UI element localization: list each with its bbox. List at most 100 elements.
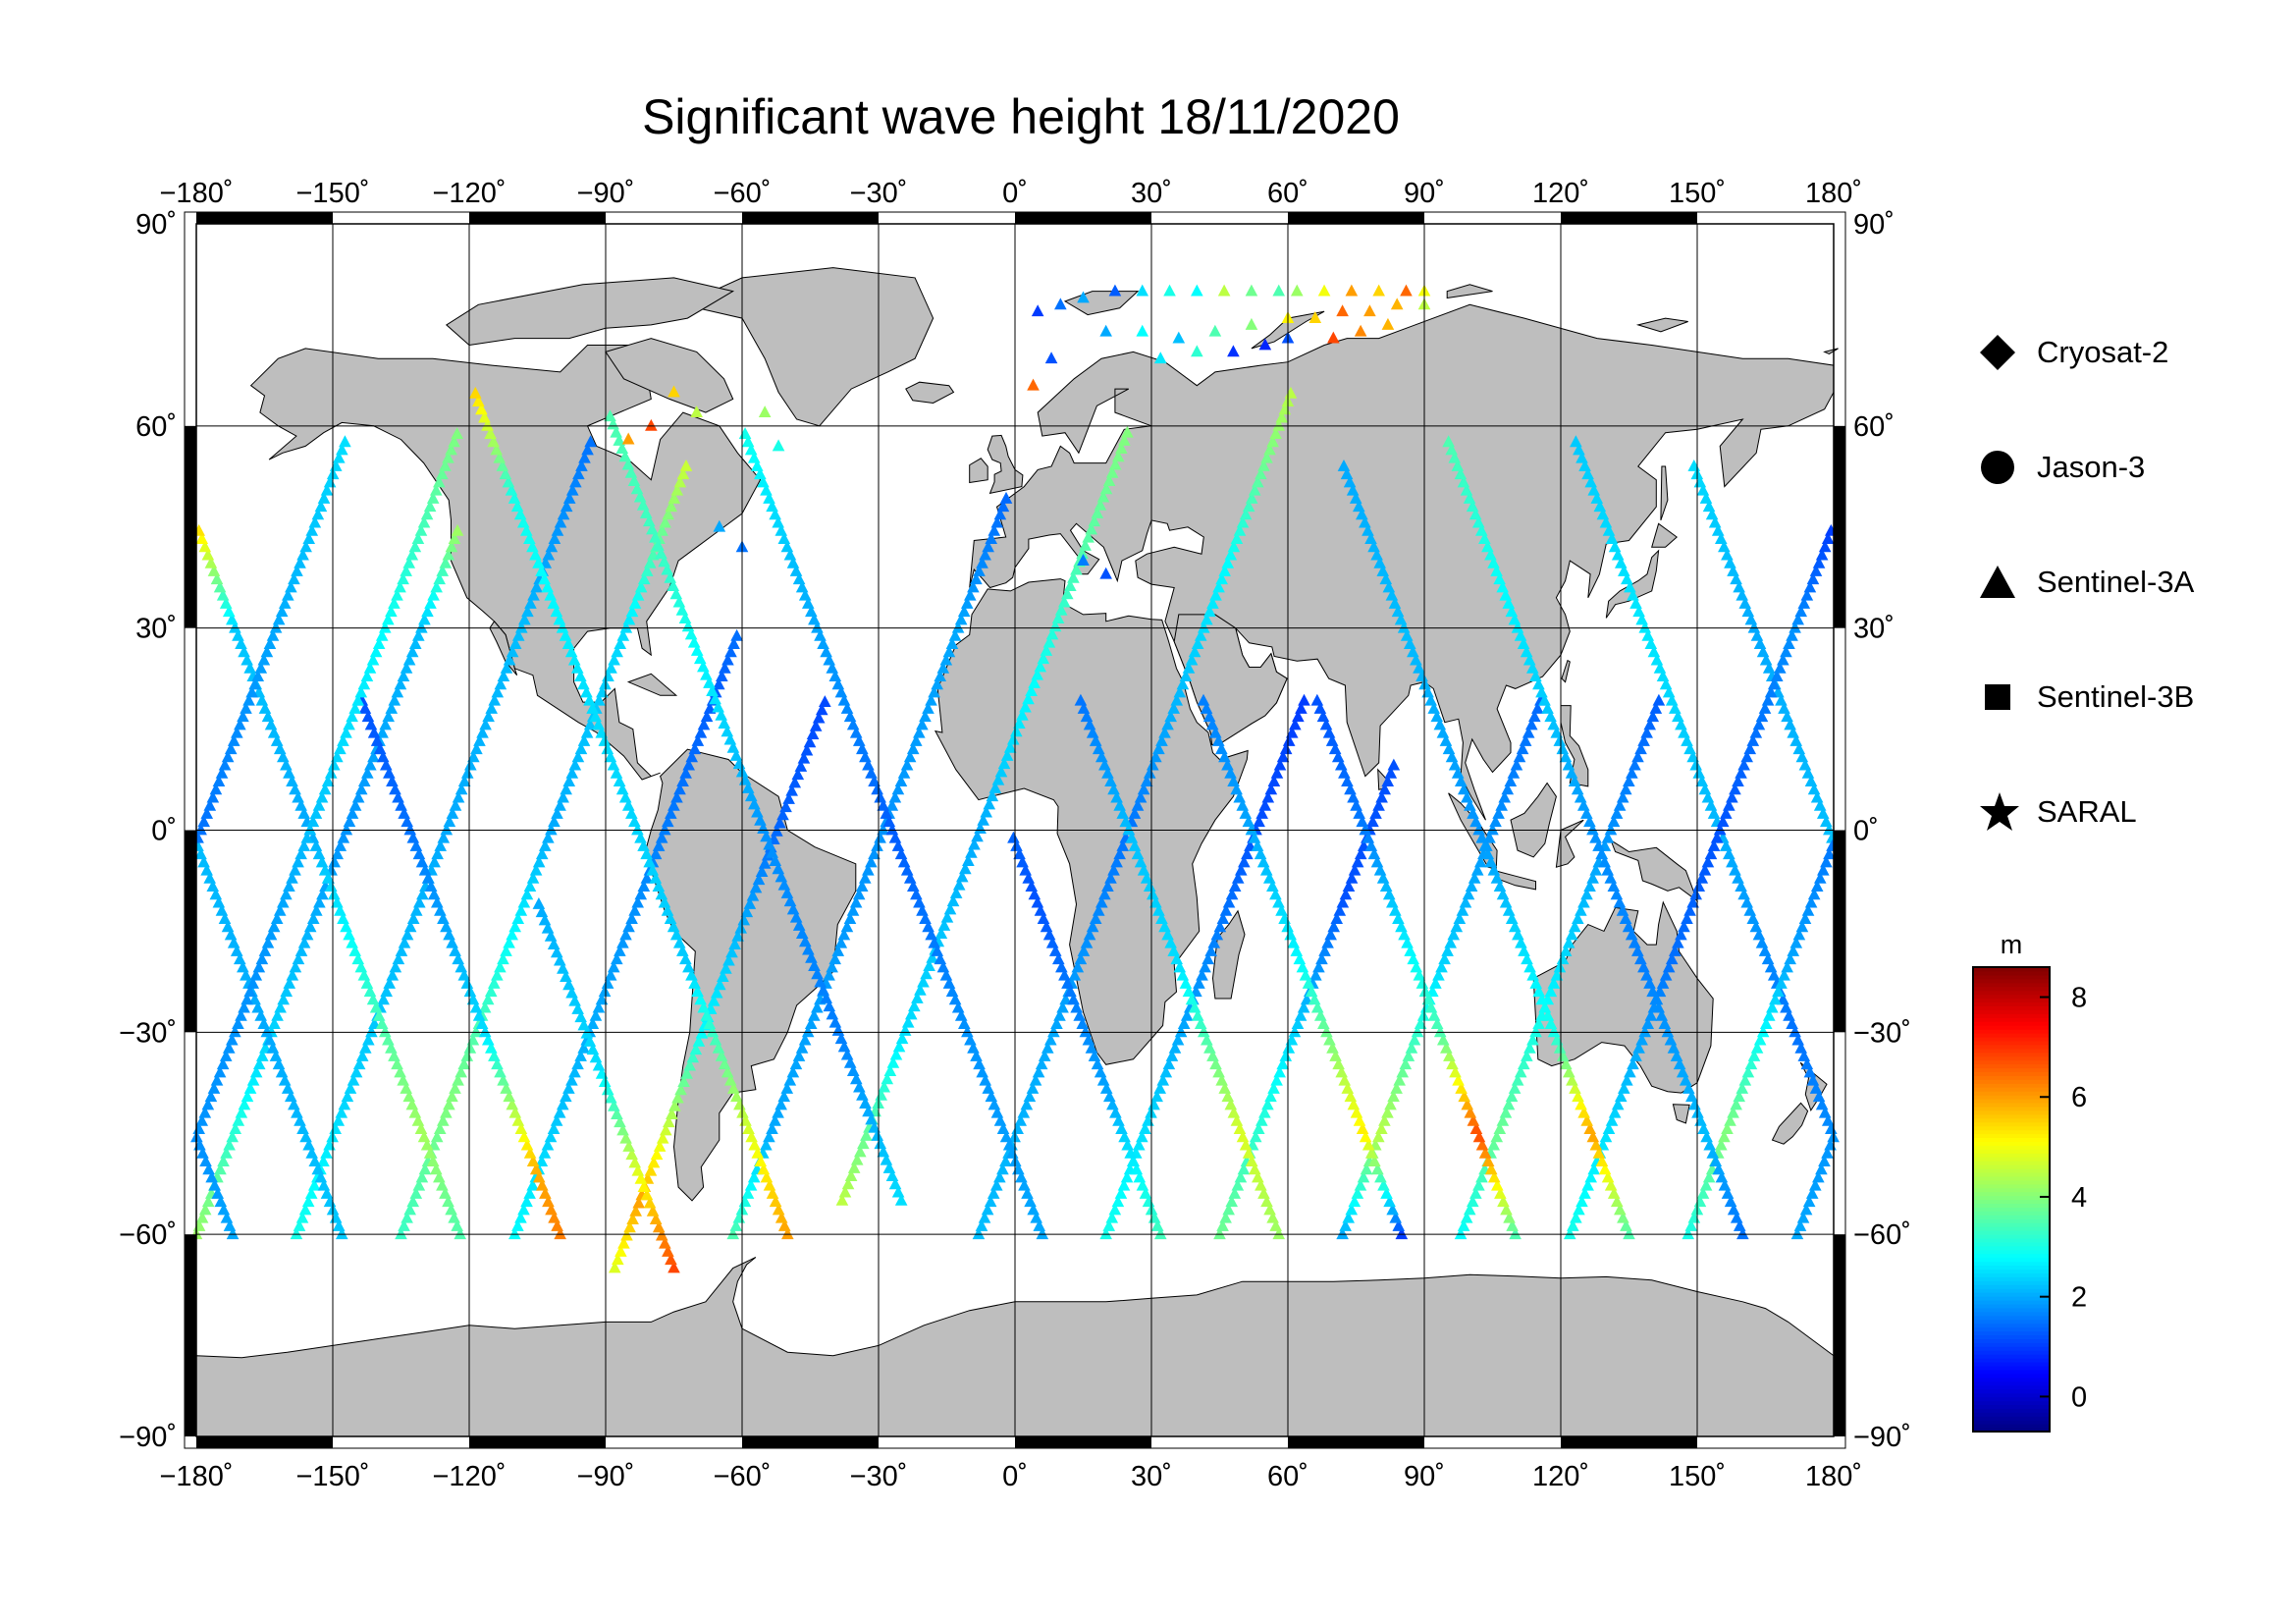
track-point [554,515,567,528]
track-point [706,684,719,697]
track-point [1272,418,1286,431]
track-point [694,726,708,738]
track-point [1034,660,1047,673]
track-point [1108,284,1122,297]
track-point [1746,912,1760,924]
track-point [470,742,483,755]
track-point [889,1048,903,1060]
track-point [235,1008,247,1021]
track-point [789,565,803,576]
track-point [789,910,803,923]
track-point [982,540,994,553]
colorbar-segment [1973,1400,2050,1406]
track-point [1724,556,1736,568]
track-point [437,1113,450,1126]
track-point [750,460,764,471]
track-point [754,467,767,480]
lat-tick-label-right: −90˚ [1853,1422,1911,1453]
track-point [201,548,215,561]
track-point [1678,920,1690,933]
track-point [1733,1218,1746,1231]
track-point [209,888,223,900]
legend-label: Sentinel-3A [2037,564,2195,599]
track-point [1682,1081,1695,1094]
track-point [1652,1001,1666,1013]
track-point [598,985,612,998]
track-point [1576,798,1590,811]
colorbar-segment [1973,1303,2050,1309]
track-point [1206,1050,1219,1061]
track-point [1009,725,1023,737]
track-point [626,1213,639,1224]
track-point [1695,775,1709,786]
track-point [1372,798,1385,811]
track-point [568,758,582,771]
track-point [948,628,962,641]
track-point [798,588,812,601]
land-severnaya-zemlya [1446,284,1493,299]
track-point [779,800,792,813]
track-point [248,677,261,690]
track-point [1737,758,1750,771]
track-point [403,823,417,836]
track-point [560,970,572,982]
track-point [1762,661,1776,674]
track-point [392,790,404,803]
track-point [1806,1073,1820,1086]
track-13 [604,409,908,1206]
track-point [304,1187,318,1199]
track-point [448,435,460,448]
track-point [1121,1138,1134,1151]
track-point [1338,1073,1352,1086]
frame-bar-right [1834,1234,1845,1436]
track-point [1436,1033,1450,1046]
colorbar-segment [1973,1338,2050,1343]
track-point [282,588,294,601]
track-point [780,1081,794,1094]
track-point [1823,823,1836,836]
track-point [1309,968,1322,981]
lat-tick-label-right: 0˚ [1853,816,1879,847]
track-point [1258,338,1272,351]
track-point [1225,1195,1239,1208]
track-point [1439,733,1453,746]
track-point [593,693,606,706]
track-point [1640,726,1653,738]
track-point [1586,1130,1600,1143]
track-point [214,1163,227,1175]
track-point [300,928,314,941]
track-point [1234,863,1248,876]
track-point [1411,1025,1424,1038]
track-point [1787,726,1799,738]
track-point [751,1146,765,1159]
track-point [1377,1178,1390,1191]
track-point [1237,1163,1251,1175]
track-point [1022,871,1036,884]
track-point [624,465,638,478]
track-point [1182,985,1196,998]
track-point [1492,807,1505,819]
track-point [615,783,629,795]
track-point [449,798,462,811]
track-point [656,523,668,536]
track-point [1384,1098,1397,1110]
track-point [508,637,522,650]
track-point [1031,304,1044,317]
track-point [541,1138,555,1151]
track-point [357,775,371,786]
track-point [942,645,956,658]
track-point [1382,580,1396,593]
track-point [446,1090,458,1103]
track-point [385,702,399,714]
colorbar-segment [1973,1215,2050,1219]
track-point [760,1170,774,1183]
track-point [1610,888,1624,900]
track-point [351,952,365,965]
track-point [469,1001,483,1013]
track-point [993,1170,1006,1183]
track-point [424,596,437,609]
track-point [868,1120,881,1133]
track-point [1118,433,1131,446]
track-point [1775,976,1788,989]
track-point [1413,661,1425,674]
